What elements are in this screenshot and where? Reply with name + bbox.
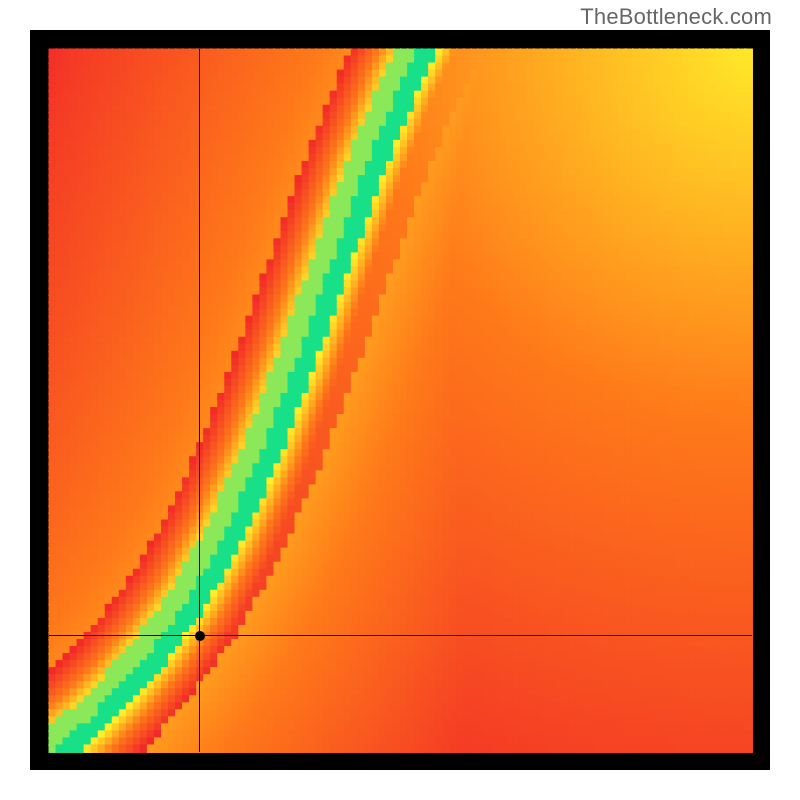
heatmap-canvas-wrap — [30, 30, 770, 770]
watermark-text: TheBottleneck.com — [580, 4, 772, 30]
crosshair-dot — [195, 631, 205, 641]
page-root: TheBottleneck.com — [0, 0, 800, 800]
crosshair-horizontal — [49, 635, 752, 636]
crosshair-vertical — [199, 49, 200, 752]
heatmap-canvas — [30, 30, 770, 770]
heatmap-plot — [30, 30, 770, 770]
